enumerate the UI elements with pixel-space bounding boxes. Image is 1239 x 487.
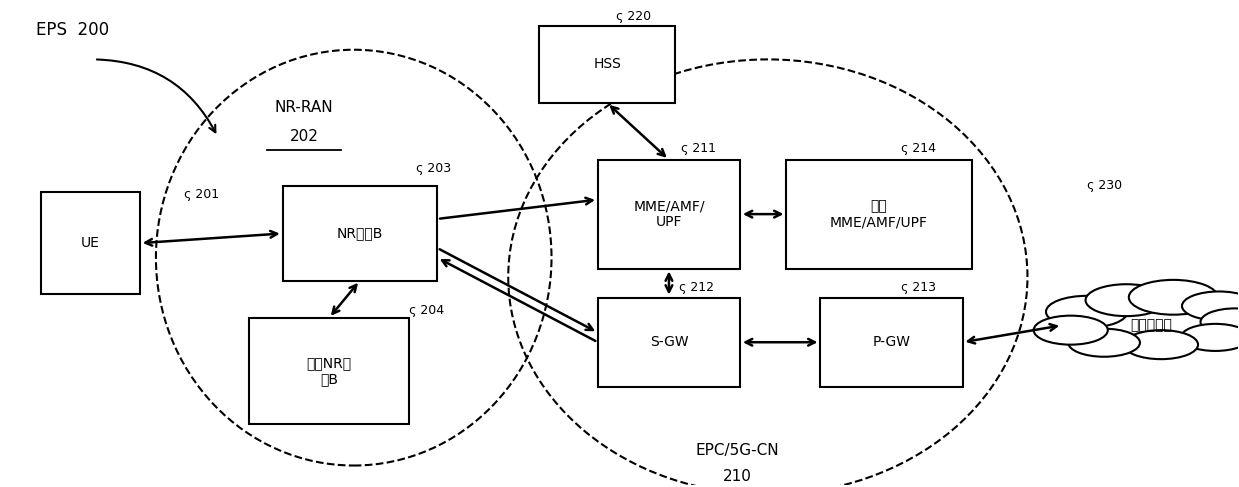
- FancyBboxPatch shape: [820, 298, 963, 387]
- Circle shape: [1201, 308, 1239, 336]
- Text: S-GW: S-GW: [649, 335, 688, 349]
- Circle shape: [1129, 280, 1218, 315]
- Circle shape: [1085, 284, 1167, 316]
- Text: ς 230: ς 230: [1087, 179, 1123, 191]
- Text: P-GW: P-GW: [872, 335, 911, 349]
- Text: 其它NR节
点B: 其它NR节 点B: [306, 356, 352, 386]
- FancyBboxPatch shape: [598, 298, 740, 387]
- FancyBboxPatch shape: [539, 25, 675, 103]
- Text: 202: 202: [290, 129, 318, 144]
- Circle shape: [1181, 324, 1239, 351]
- Circle shape: [1046, 296, 1127, 328]
- Text: NR-RAN: NR-RAN: [275, 100, 333, 115]
- Circle shape: [1033, 316, 1108, 345]
- Text: ς 212: ς 212: [679, 281, 714, 294]
- Text: ς 214: ς 214: [901, 142, 937, 155]
- FancyBboxPatch shape: [41, 192, 140, 294]
- Circle shape: [1068, 329, 1140, 357]
- Text: NR节点B: NR节点B: [337, 226, 383, 241]
- Text: ς 204: ς 204: [409, 304, 445, 318]
- Text: UE: UE: [81, 236, 100, 250]
- FancyArrowPatch shape: [97, 59, 216, 132]
- Text: 因特网服务: 因特网服务: [1130, 318, 1172, 332]
- Circle shape: [1182, 292, 1239, 320]
- Text: ς 201: ς 201: [185, 188, 219, 201]
- Text: EPC/5G-CN: EPC/5G-CN: [695, 443, 779, 458]
- FancyBboxPatch shape: [787, 160, 971, 268]
- Circle shape: [1124, 330, 1198, 359]
- FancyBboxPatch shape: [249, 318, 409, 425]
- FancyBboxPatch shape: [282, 187, 437, 281]
- Ellipse shape: [1062, 301, 1239, 350]
- Text: HSS: HSS: [593, 57, 621, 71]
- Text: 其它
MME/AMF/UPF: 其它 MME/AMF/UPF: [830, 199, 928, 229]
- Text: MME/AMF/
UPF: MME/AMF/ UPF: [633, 199, 705, 229]
- Text: ς 213: ς 213: [901, 281, 937, 294]
- Text: EPS  200: EPS 200: [36, 21, 109, 39]
- Text: ς 211: ς 211: [681, 142, 716, 155]
- Text: 210: 210: [722, 468, 751, 484]
- FancyBboxPatch shape: [598, 160, 740, 268]
- Text: ς 203: ς 203: [415, 162, 451, 175]
- Text: ς 220: ς 220: [616, 10, 650, 23]
